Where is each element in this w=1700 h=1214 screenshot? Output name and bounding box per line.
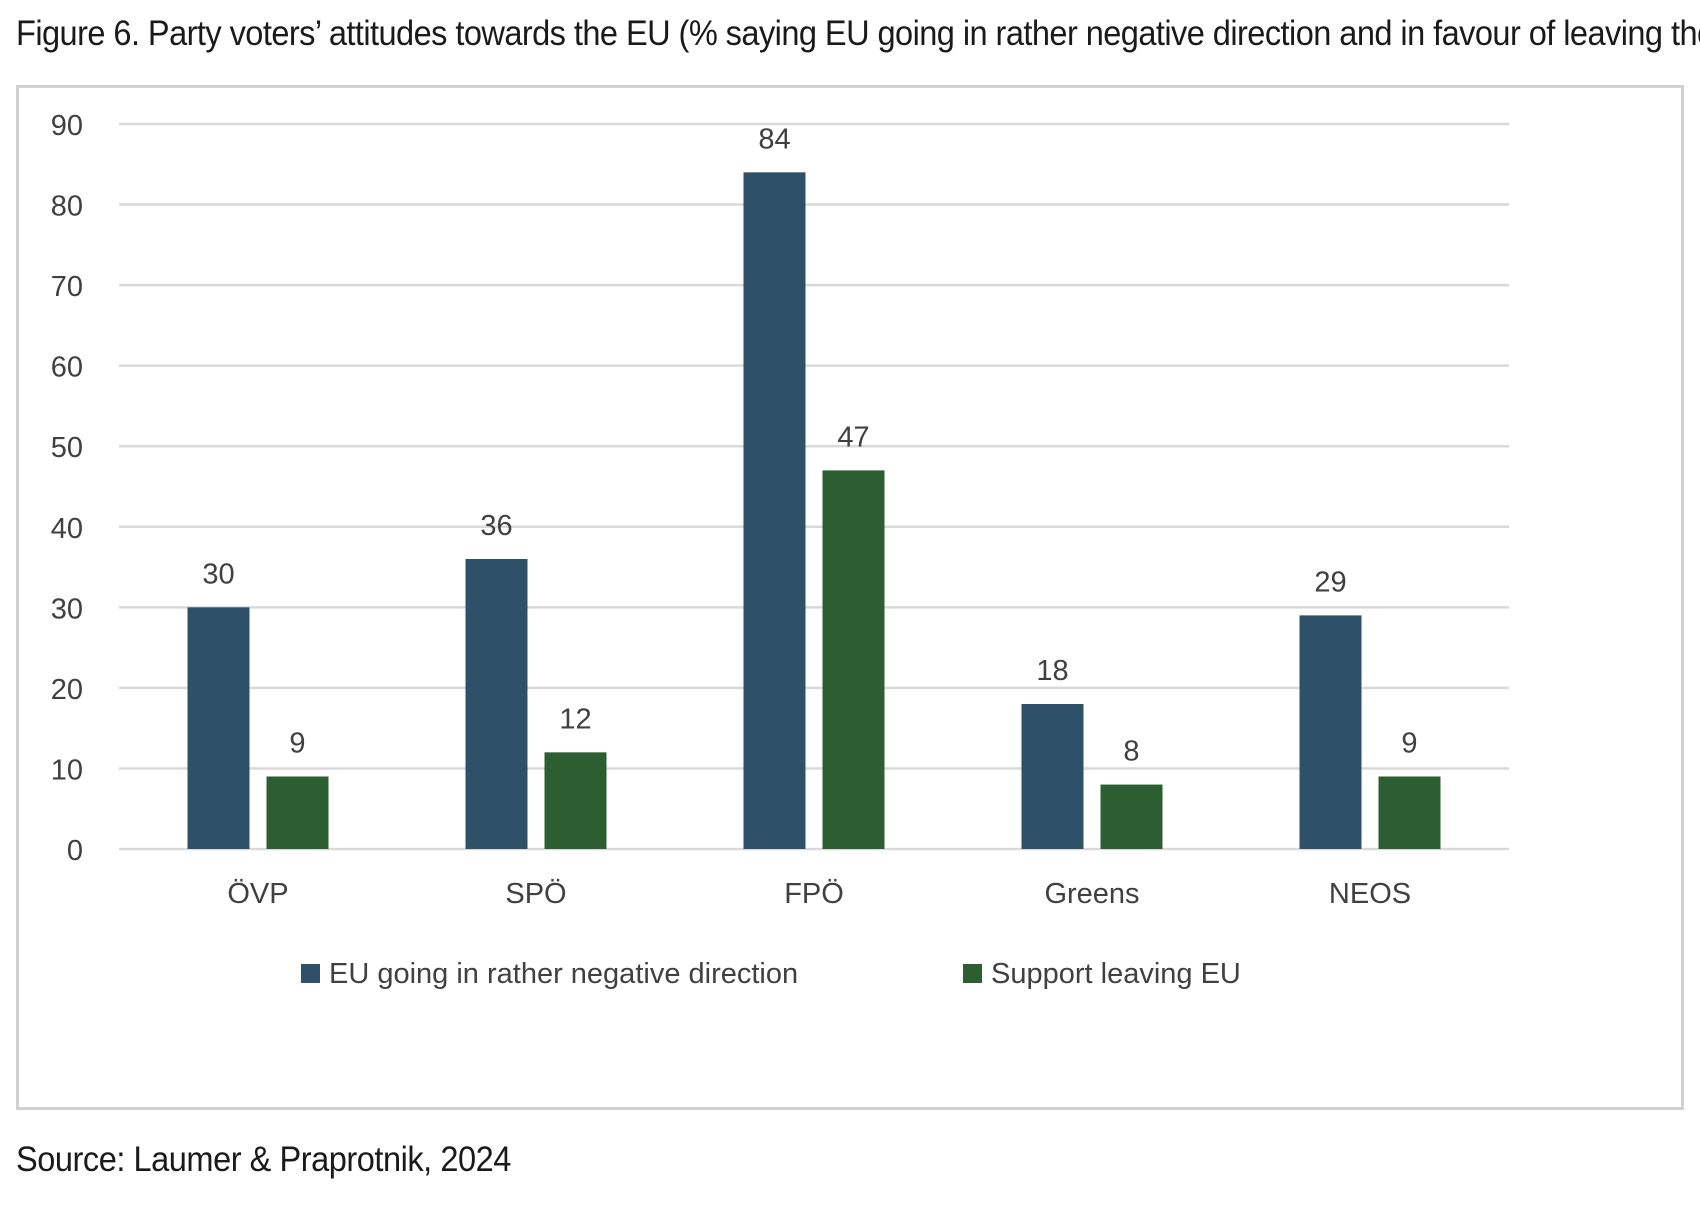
data-labels: 30 9 36 12 84 47 18 8 29 9 [202,123,1417,767]
data-label: 47 [837,421,869,453]
bar-ÖVP-support-leaving [266,776,329,849]
bar-SPÖ-support-leaving [544,752,607,849]
y-tick-label: 40 [51,513,83,545]
data-label: 9 [289,728,305,760]
bar-ÖVP-negative-direction [187,607,250,849]
y-tick-label: 0 [67,835,83,867]
bars [187,172,1441,849]
x-category-label: SPÖ [505,878,566,910]
data-label: 29 [1314,566,1346,598]
bar-NEOS-negative-direction [1299,615,1362,849]
x-category-label: NEOS [1329,878,1411,910]
bar-chart: 0 10 20 30 40 50 60 70 80 90 30 9 36 12 84 47 18 8 29 9 ÖV… [51,110,1509,990]
x-category-label: ÖVP [227,878,288,910]
data-label: 9 [1401,728,1417,760]
y-tick-label: 50 [51,432,83,464]
bar-FPÖ-negative-direction [743,172,806,849]
source-note: Source: Laumer & Praprotnik, 2024 [16,1140,511,1179]
chart-frame: 0 10 20 30 40 50 60 70 80 90 30 9 36 12 84 47 18 8 29 9 ÖV… [16,85,1684,1110]
bar-Greens-negative-direction [1021,704,1084,849]
legend-swatch-negative-direction [301,964,320,983]
legend-label: EU going in rather negative direction [329,958,798,990]
legend-swatch-support-leaving [963,964,982,983]
data-label: 18 [1036,655,1068,687]
data-label: 30 [202,558,234,590]
y-tick-label: 30 [51,593,83,625]
x-axis-category-labels: ÖVP SPÖ FPÖ Greens NEOS [227,878,1411,910]
y-axis-tick-labels: 0 10 20 30 40 50 60 70 80 90 [51,110,83,867]
y-tick-label: 80 [51,191,83,223]
legend: EU going in rather negative direction Sup… [301,958,1241,990]
bar-NEOS-support-leaving [1378,776,1441,849]
y-tick-label: 20 [51,674,83,706]
y-tick-label: 10 [51,754,83,786]
x-category-label: FPÖ [784,878,844,910]
figure-title: Figure 6. Party voters’ attitudes toward… [16,14,1700,53]
y-tick-label: 60 [51,352,83,384]
y-tick-label: 90 [51,110,83,142]
grid-lines [119,122,1509,851]
data-label: 12 [559,703,591,735]
y-tick-label: 70 [51,271,83,303]
bar-Greens-support-leaving [1100,784,1163,849]
bar-SPÖ-negative-direction [465,559,528,849]
bar-FPÖ-support-leaving [822,470,885,849]
legend-label: Support leaving EU [991,958,1241,990]
data-label: 84 [758,123,790,155]
data-label: 36 [480,510,512,542]
data-label: 8 [1123,736,1139,768]
x-category-label: Greens [1044,878,1139,910]
